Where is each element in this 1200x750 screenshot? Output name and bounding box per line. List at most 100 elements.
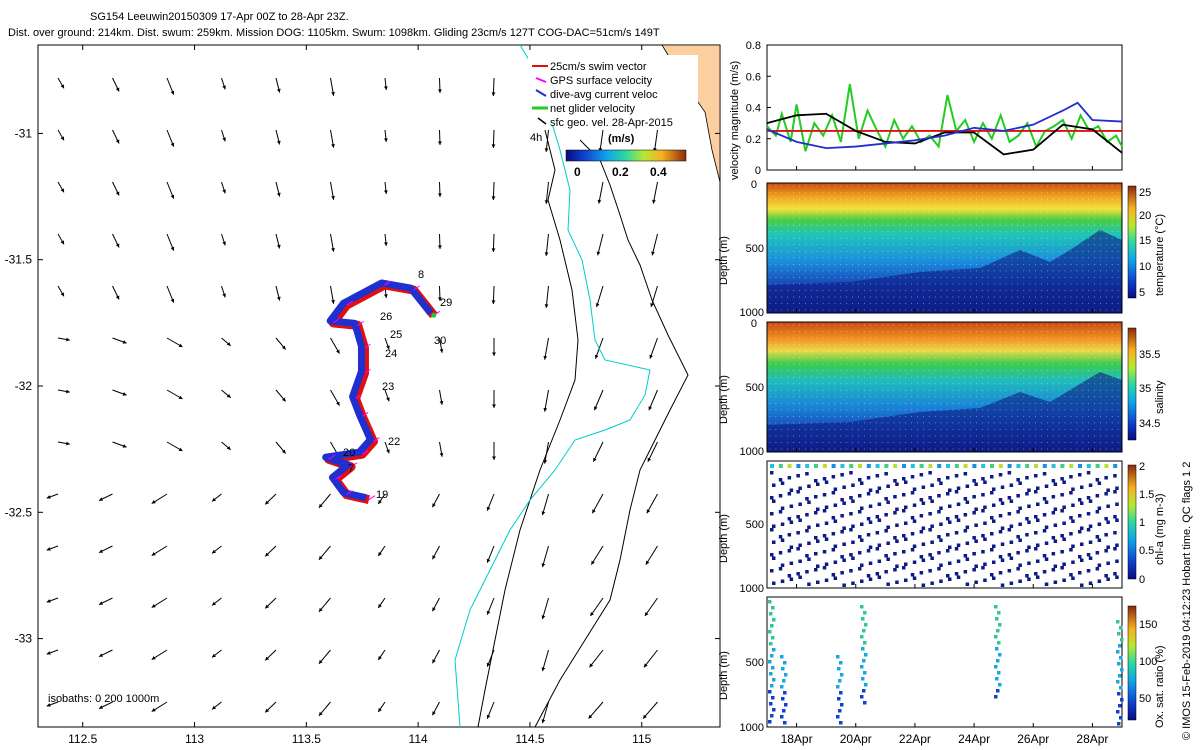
sample-dot: [869, 357, 871, 359]
sample-dot: [834, 389, 836, 391]
track-gps-tick: [364, 368, 371, 374]
sample-dot: [1046, 350, 1048, 352]
sample-dot: [810, 357, 812, 359]
chla-sample: [816, 580, 820, 584]
sample-dot: [993, 441, 995, 443]
sample-dot: [899, 422, 901, 424]
chla-sample: [778, 510, 783, 514]
chla-sample: [1036, 543, 1040, 547]
chla-sample: [1036, 518, 1040, 522]
chla-sample: [1078, 555, 1082, 559]
chla-sample: [1104, 574, 1108, 578]
sample-dot: [946, 218, 948, 220]
sample-dot: [1040, 296, 1042, 298]
chla-sample: [1115, 559, 1119, 563]
sample-dot: [781, 331, 783, 333]
sample-dot: [1070, 376, 1072, 378]
sample-dot: [834, 376, 836, 378]
chla-sample: [983, 578, 987, 582]
sample-dot: [911, 231, 913, 233]
sample-dot: [781, 363, 783, 365]
sal-ytick-1: 500: [746, 382, 764, 394]
sample-dot: [905, 263, 907, 265]
sample-dot: [793, 357, 795, 359]
sample-dot: [840, 396, 842, 398]
sample-dot: [970, 237, 972, 239]
sample-dot: [1023, 309, 1025, 311]
sample-dot: [1005, 257, 1007, 259]
sample-dot: [993, 396, 995, 398]
sample-dot: [852, 224, 854, 226]
sample-dot: [869, 263, 871, 265]
sample-dot: [958, 244, 960, 246]
chla-surface-sample: [981, 464, 986, 468]
sample-dot: [863, 244, 865, 246]
chla-sample: [1000, 558, 1005, 562]
sample-dot: [840, 276, 842, 278]
sample-dot: [804, 296, 806, 298]
sample-dot: [952, 376, 954, 378]
sample-dot: [1035, 402, 1036, 404]
sample-dot: [881, 376, 883, 378]
sample-dot: [911, 250, 913, 252]
sample-dot: [1076, 422, 1078, 424]
sample-dot: [1117, 192, 1119, 194]
sample-dot: [793, 257, 795, 259]
sample-dot: [1005, 350, 1007, 352]
chla-sample: [998, 498, 1003, 502]
sfc-geo-arrow-head: [178, 447, 183, 451]
sample-dot: [976, 185, 977, 187]
sample-dot: [1017, 415, 1019, 417]
sample-dot: [1094, 435, 1095, 437]
sample-dot: [940, 283, 942, 285]
chla-surface-sample: [946, 464, 950, 468]
sample-dot: [1052, 218, 1054, 220]
sample-dot: [769, 257, 771, 259]
sample-dot: [940, 198, 942, 200]
oxygen-sample: [996, 689, 1000, 693]
oxygen-sample: [770, 684, 774, 688]
sample-dot: [964, 244, 966, 246]
sample-dot: [1088, 309, 1090, 311]
sfc-geo-arrow-head: [99, 705, 104, 709]
sample-dot: [1082, 224, 1084, 226]
legend-box: [528, 55, 698, 125]
sample-dot: [828, 331, 830, 333]
sample-dot: [1005, 296, 1007, 298]
sample-dot: [1070, 448, 1072, 450]
sample-dot: [1094, 363, 1095, 365]
sfc-geo-arrow: [596, 285, 604, 308]
sample-dot: [1035, 289, 1036, 291]
sample-dot: [769, 376, 771, 378]
oxygen-sample: [995, 677, 999, 681]
sample-dot: [958, 428, 960, 430]
chla-sample: [937, 494, 941, 498]
sample-dot: [905, 435, 907, 437]
day-label: 30: [434, 335, 446, 347]
sample-dot: [840, 231, 842, 233]
sample-dot: [1094, 198, 1095, 200]
sample-dot: [1111, 357, 1113, 359]
sample-dot: [993, 198, 995, 200]
sample-dot: [846, 309, 848, 311]
sample-dot: [934, 435, 936, 437]
sample-dot: [1070, 231, 1072, 233]
sample-dot: [863, 435, 865, 437]
sample-dot: [928, 370, 930, 372]
sample-dot: [987, 370, 989, 372]
sample-dot: [987, 415, 989, 417]
sample-dot: [1105, 218, 1107, 220]
sample-dot: [840, 402, 842, 404]
sample-dot: [834, 270, 836, 272]
sample-dot: [869, 415, 871, 417]
sample-dot: [1052, 192, 1054, 194]
sample-dot: [816, 309, 818, 311]
sample-dot: [1011, 441, 1013, 443]
sample-dot: [1082, 270, 1084, 272]
sample-dot: [869, 218, 871, 220]
sample-dot: [863, 363, 865, 365]
sample-dot: [1040, 344, 1042, 346]
sample-dot: [775, 370, 777, 372]
vel-ytick-label: 0: [755, 165, 761, 177]
sfc-geo-arrow-head: [281, 449, 286, 454]
